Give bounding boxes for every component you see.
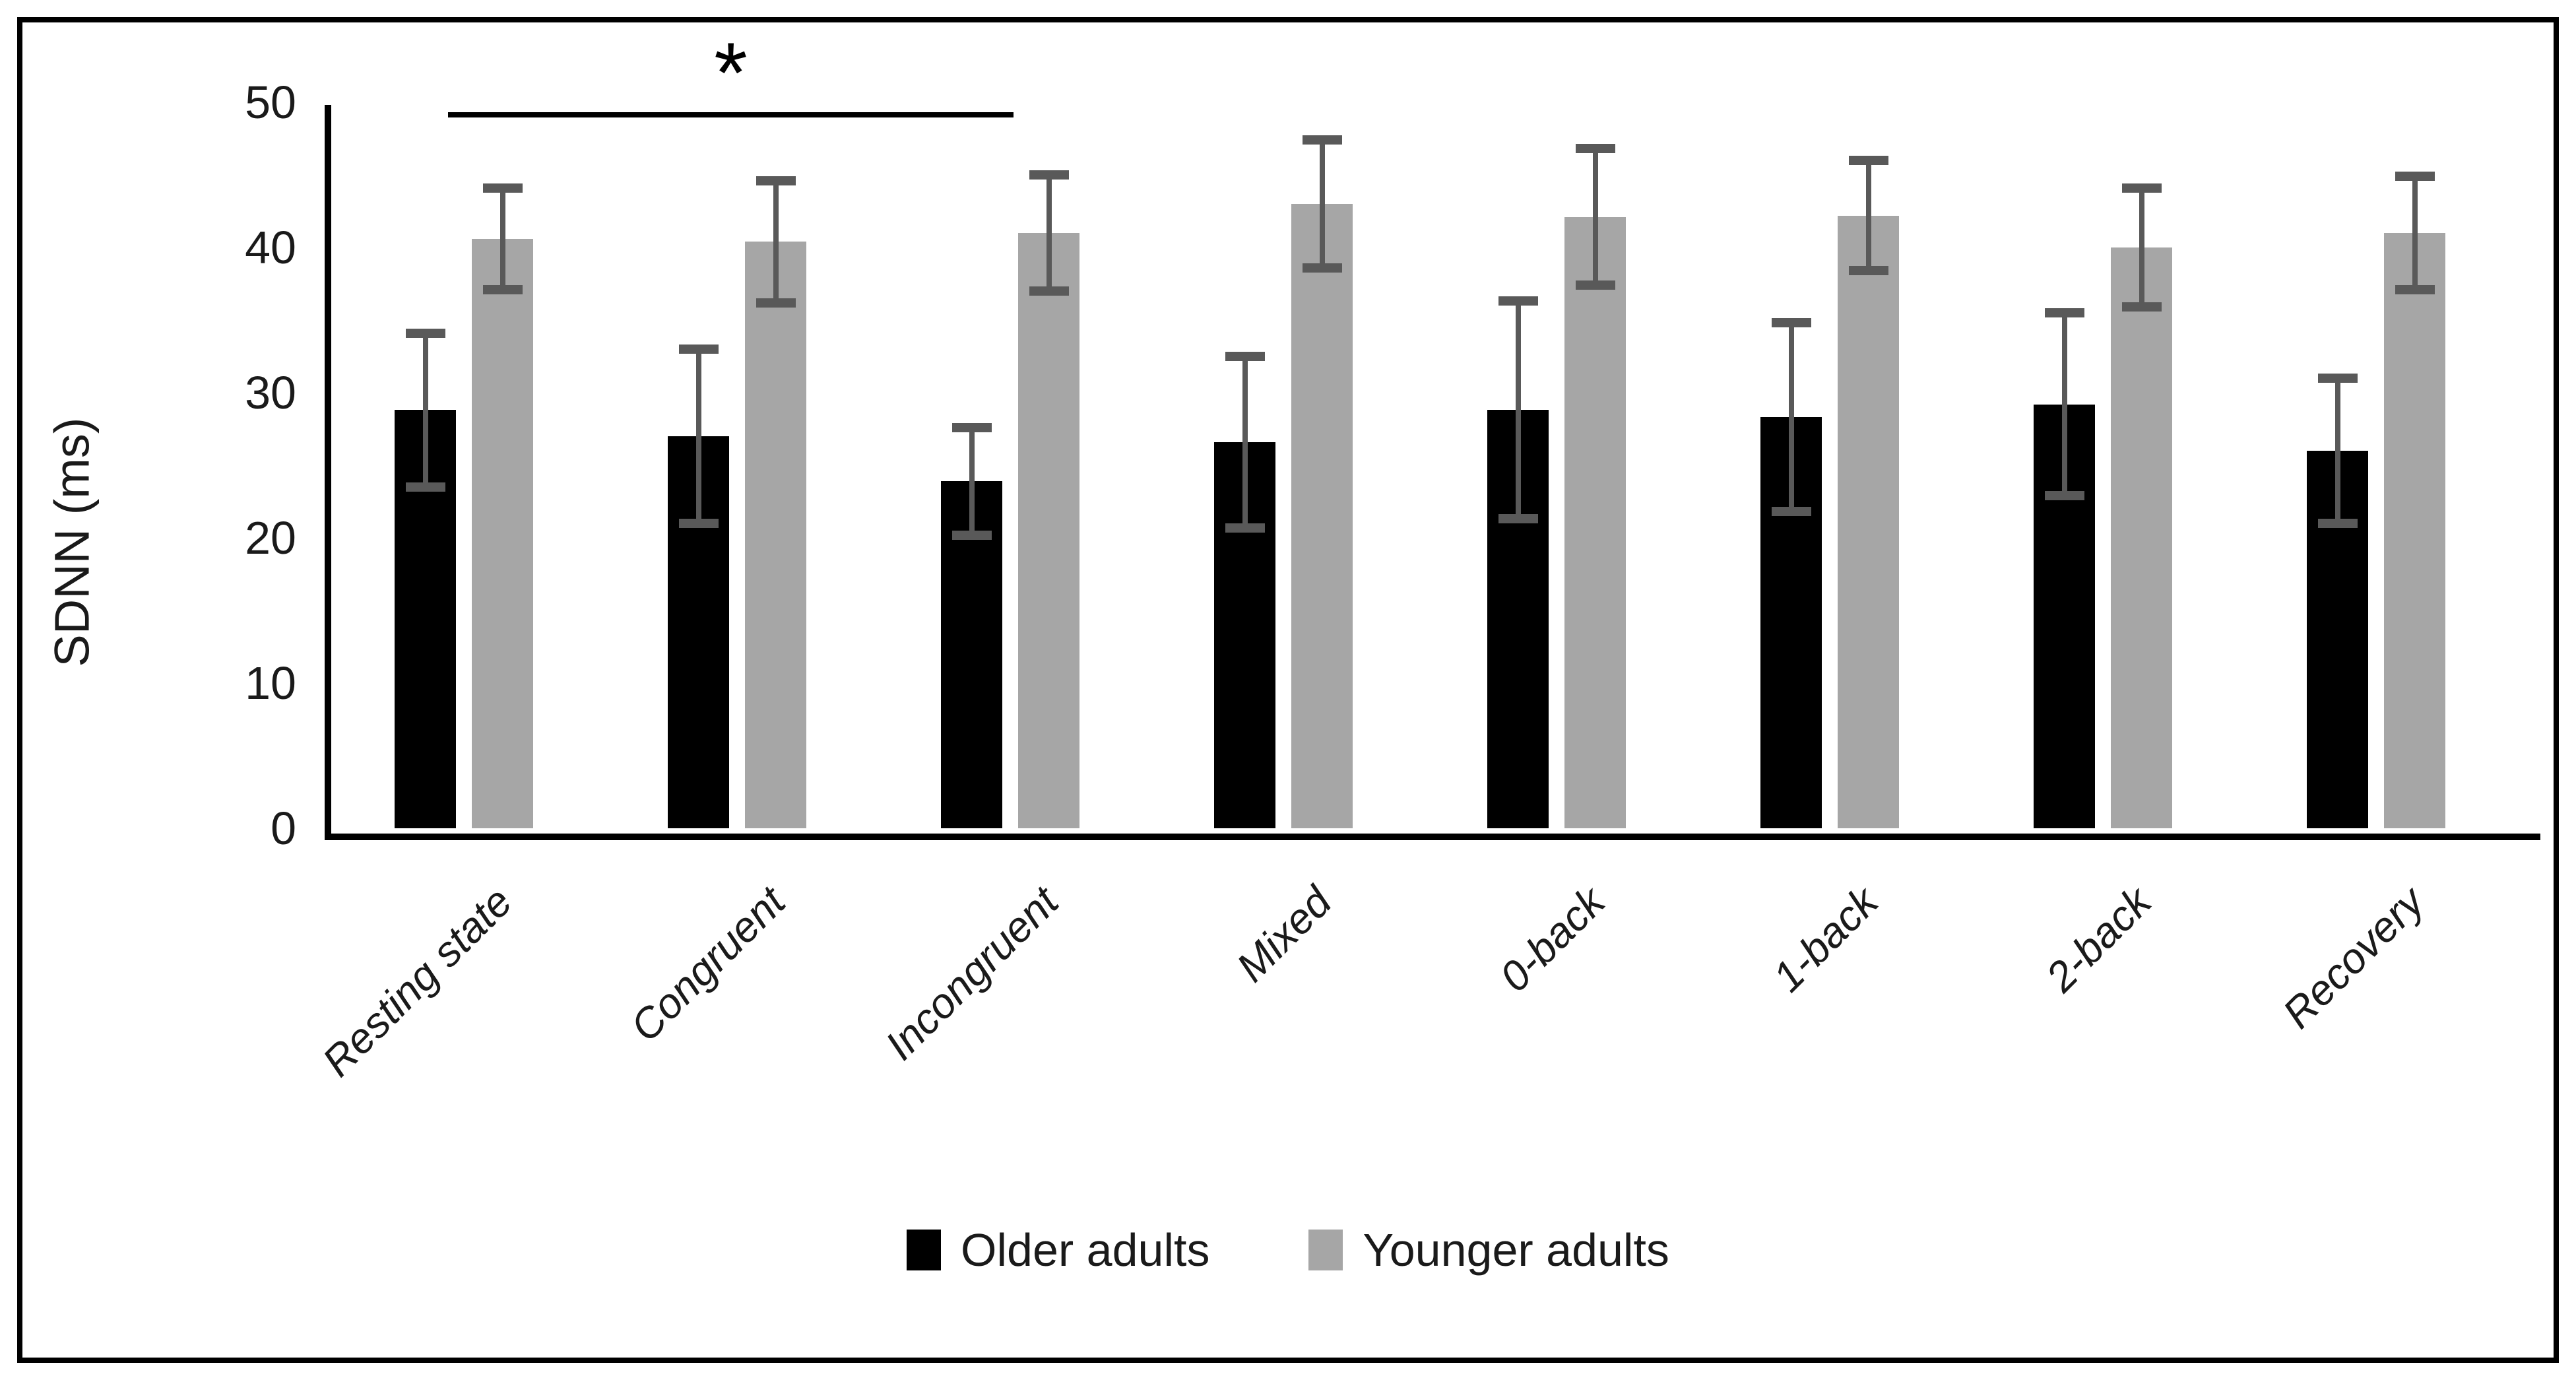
error-bar-younger-adults-1-back-top-cap	[1848, 156, 1888, 165]
error-bar-older-adults-2-back-top-cap	[2044, 308, 2084, 317]
error-bar-older-adults-1-back	[1788, 323, 1794, 512]
x-tick-label-2-back: 2-back	[2036, 877, 2160, 1001]
x-axis-line	[325, 834, 2540, 840]
y-tick-label-20: 20	[245, 512, 296, 564]
error-bar-younger-adults-0-back-top-cap	[1575, 144, 1615, 154]
error-bar-older-adults-0-back	[1515, 301, 1521, 519]
y-tick-label-30: 30	[245, 367, 296, 418]
legend-label-younger-adults: Younger adults	[1363, 1224, 1669, 1276]
error-bar-older-adults-2-back-bottom-cap	[2044, 491, 2084, 501]
error-bar-older-adults-incongruent-top-cap	[951, 422, 992, 432]
x-tick-label-0-back: 0-back	[1490, 877, 1614, 1001]
error-bar-younger-adults-2-back-bottom-cap	[2121, 302, 2162, 312]
x-tick-label-resting-state: Resting state	[313, 877, 521, 1086]
y-axis-line	[325, 105, 331, 840]
y-tick-label-10: 10	[245, 657, 296, 709]
error-bar-younger-adults-recovery	[2412, 176, 2418, 290]
significance-asterisk: *	[714, 24, 748, 121]
legend-item-younger-adults: Younger adults	[1308, 1224, 1669, 1276]
legend-label-older-adults: Older adults	[961, 1224, 1210, 1276]
error-bar-older-adults-0-back-top-cap	[1498, 296, 1538, 306]
error-bar-younger-adults-incongruent-bottom-cap	[1029, 286, 1069, 296]
error-bar-older-adults-congruent	[695, 349, 701, 523]
error-bar-younger-adults-resting-state-bottom-cap	[482, 284, 523, 294]
error-bar-younger-adults-congruent	[773, 180, 779, 303]
figure-frame: SDNN (ms) 0 10 20 30 40 50 * Resting state Con…	[17, 17, 2559, 1363]
error-bar-older-adults-recovery-top-cap	[2317, 374, 2358, 383]
y-tick-label-50: 50	[245, 77, 296, 128]
x-tick-label-recovery: Recovery	[2273, 877, 2433, 1037]
bar-younger-adults-incongruent	[1018, 233, 1079, 828]
legend: Older adults Younger adults	[22, 1224, 2554, 1276]
error-bar-older-adults-incongruent-bottom-cap	[951, 530, 992, 540]
error-bar-younger-adults-0-back	[1592, 148, 1598, 286]
x-tick-label-1-back: 1-back	[1763, 877, 1887, 1001]
x-tick-label-congruent: Congruent	[621, 877, 794, 1051]
error-bar-older-adults-recovery-bottom-cap	[2317, 519, 2358, 528]
error-bar-younger-adults-recovery-bottom-cap	[2395, 284, 2435, 294]
x-tick-label-mixed: Mixed	[1227, 877, 1341, 991]
y-axis-title: SDNN (ms)	[44, 417, 100, 667]
y-tick-label-0: 0	[271, 803, 296, 854]
error-bar-older-adults-mixed	[1242, 356, 1248, 528]
error-bar-younger-adults-incongruent-top-cap	[1029, 170, 1069, 180]
error-bar-older-adults-recovery	[2334, 378, 2340, 523]
error-bar-older-adults-1-back-top-cap	[1771, 318, 1811, 328]
error-bar-older-adults-resting-state	[422, 333, 428, 487]
error-bar-younger-adults-1-back	[1865, 160, 1871, 271]
error-bar-younger-adults-mixed-bottom-cap	[1302, 263, 1342, 273]
error-bar-older-adults-mixed-bottom-cap	[1225, 523, 1265, 533]
error-bar-younger-adults-resting-state-top-cap	[482, 183, 523, 193]
bar-younger-adults-1-back	[1838, 215, 1899, 828]
error-bar-younger-adults-resting-state	[499, 187, 505, 290]
error-bar-older-adults-resting-state-bottom-cap	[405, 482, 445, 492]
error-bar-younger-adults-mixed-top-cap	[1302, 135, 1342, 145]
error-bar-older-adults-mixed-top-cap	[1225, 352, 1265, 361]
plot-area: SDNN (ms) 0 10 20 30 40 50 * Resting state Con…	[22, 22, 2554, 1358]
error-bar-younger-adults-0-back-bottom-cap	[1575, 280, 1615, 290]
error-bar-younger-adults-mixed	[1319, 140, 1325, 268]
error-bar-younger-adults-1-back-bottom-cap	[1848, 266, 1888, 276]
error-bar-younger-adults-congruent-bottom-cap	[756, 298, 796, 308]
error-bar-younger-adults-incongruent	[1046, 175, 1052, 291]
error-bar-older-adults-congruent-bottom-cap	[678, 519, 719, 528]
error-bar-older-adults-0-back-bottom-cap	[1498, 514, 1538, 524]
y-tick-label-40: 40	[245, 222, 296, 273]
error-bar-older-adults-incongruent	[969, 427, 975, 535]
error-bar-older-adults-congruent-top-cap	[678, 345, 719, 354]
bar-younger-adults-mixed	[1291, 204, 1353, 828]
error-bar-older-adults-1-back-bottom-cap	[1771, 507, 1811, 517]
legend-swatch-older-adults	[907, 1230, 942, 1270]
legend-swatch-younger-adults	[1308, 1230, 1343, 1270]
bar-younger-adults-resting-state	[472, 238, 533, 828]
x-tick-label-incongruent: Incongruent	[876, 877, 1068, 1069]
error-bar-younger-adults-recovery-top-cap	[2395, 172, 2435, 181]
error-bar-younger-adults-2-back	[2139, 187, 2144, 308]
error-bar-older-adults-2-back	[2061, 313, 2067, 496]
significance-line	[448, 112, 1014, 118]
bar-younger-adults-0-back	[1564, 216, 1626, 828]
bar-younger-adults-recovery	[2384, 233, 2445, 828]
error-bar-younger-adults-2-back-top-cap	[2121, 183, 2162, 193]
error-bar-younger-adults-congruent-top-cap	[756, 176, 796, 185]
error-bar-older-adults-resting-state-top-cap	[405, 328, 445, 338]
bar-younger-adults-2-back	[2111, 247, 2172, 828]
bar-younger-adults-congruent	[745, 242, 806, 828]
legend-item-older-adults: Older adults	[907, 1224, 1209, 1276]
